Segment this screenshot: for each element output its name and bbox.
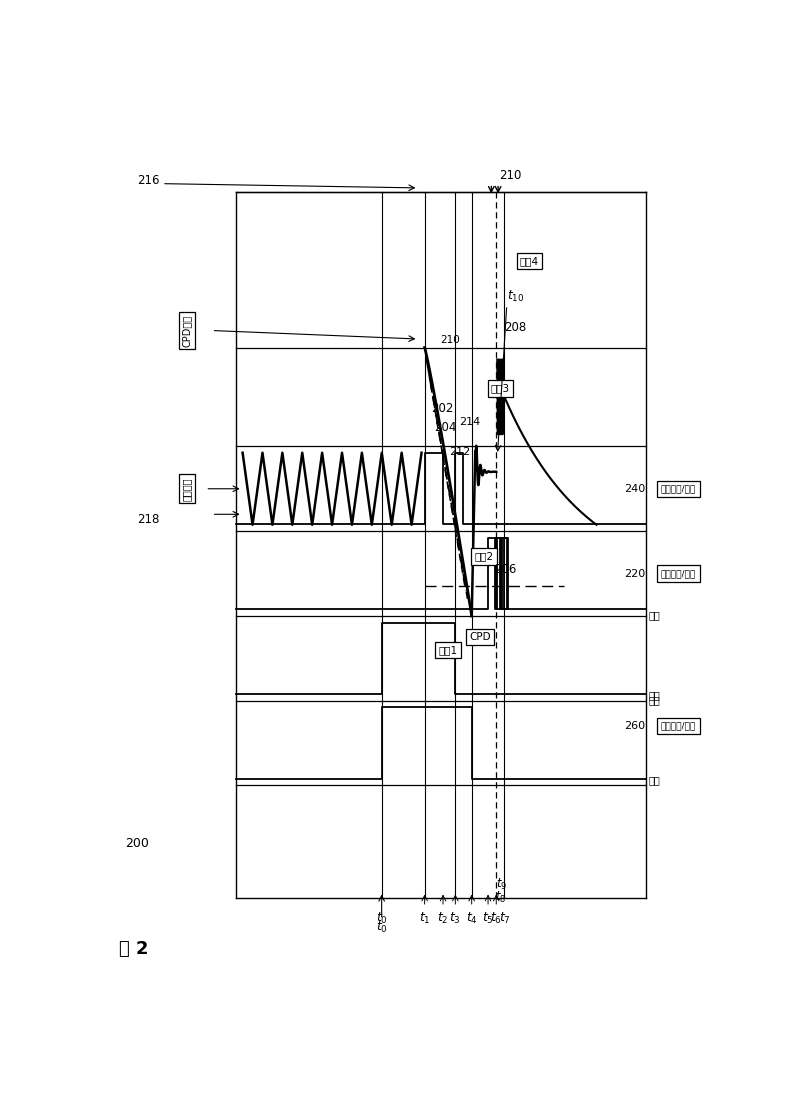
Text: $t_4$: $t_4$ [466,912,478,926]
Text: 消隐窗口: 消隐窗口 [182,477,192,501]
Text: 接通: 接通 [649,695,661,705]
Text: 206: 206 [494,564,517,577]
Text: 210: 210 [499,169,522,182]
Text: 204: 204 [434,421,456,434]
Text: 阶段3: 阶段3 [490,383,510,393]
Text: $t_{10}$: $t_{10}$ [506,288,524,304]
Text: $t_0$: $t_0$ [376,912,388,926]
Text: 202: 202 [431,402,454,415]
Text: 低侧接通/断开: 低侧接通/断开 [661,569,696,578]
Text: 216: 216 [138,173,160,187]
Text: 充电接通/断开: 充电接通/断开 [661,722,696,730]
Text: 断开: 断开 [649,691,661,701]
Text: 接通: 接通 [649,610,661,620]
Text: CPD窗口: CPD窗口 [182,315,192,347]
Text: 220: 220 [624,568,646,579]
Text: 208: 208 [504,320,526,334]
Text: $t_9$: $t_9$ [496,877,507,892]
Text: $t_8$: $t_8$ [494,890,506,905]
Text: $t_5$: $t_5$ [482,912,494,926]
Text: 高侧接通/断开: 高侧接通/断开 [661,484,696,493]
Text: 214: 214 [458,417,480,428]
Text: $t_7$: $t_7$ [498,912,510,926]
Text: $t_3$: $t_3$ [450,912,462,926]
Text: 210: 210 [440,335,460,345]
Text: $t_2$: $t_2$ [438,912,449,926]
Text: 200: 200 [125,838,149,851]
Text: $t_1$: $t_1$ [419,912,430,926]
Text: 260: 260 [625,720,646,732]
Text: 218: 218 [138,513,159,526]
Text: 图 2: 图 2 [118,940,148,958]
Text: 阶段4: 阶段4 [520,256,538,266]
Text: $t_6$: $t_6$ [490,912,502,926]
Text: 240: 240 [624,484,646,494]
Text: 阶段2: 阶段2 [474,551,494,561]
Text: 212: 212 [450,446,470,456]
Text: $t_0$: $t_0$ [376,919,388,935]
Text: 阶段1: 阶段1 [438,644,458,655]
Text: 断开: 断开 [649,775,661,785]
Text: CPD: CPD [469,632,490,642]
